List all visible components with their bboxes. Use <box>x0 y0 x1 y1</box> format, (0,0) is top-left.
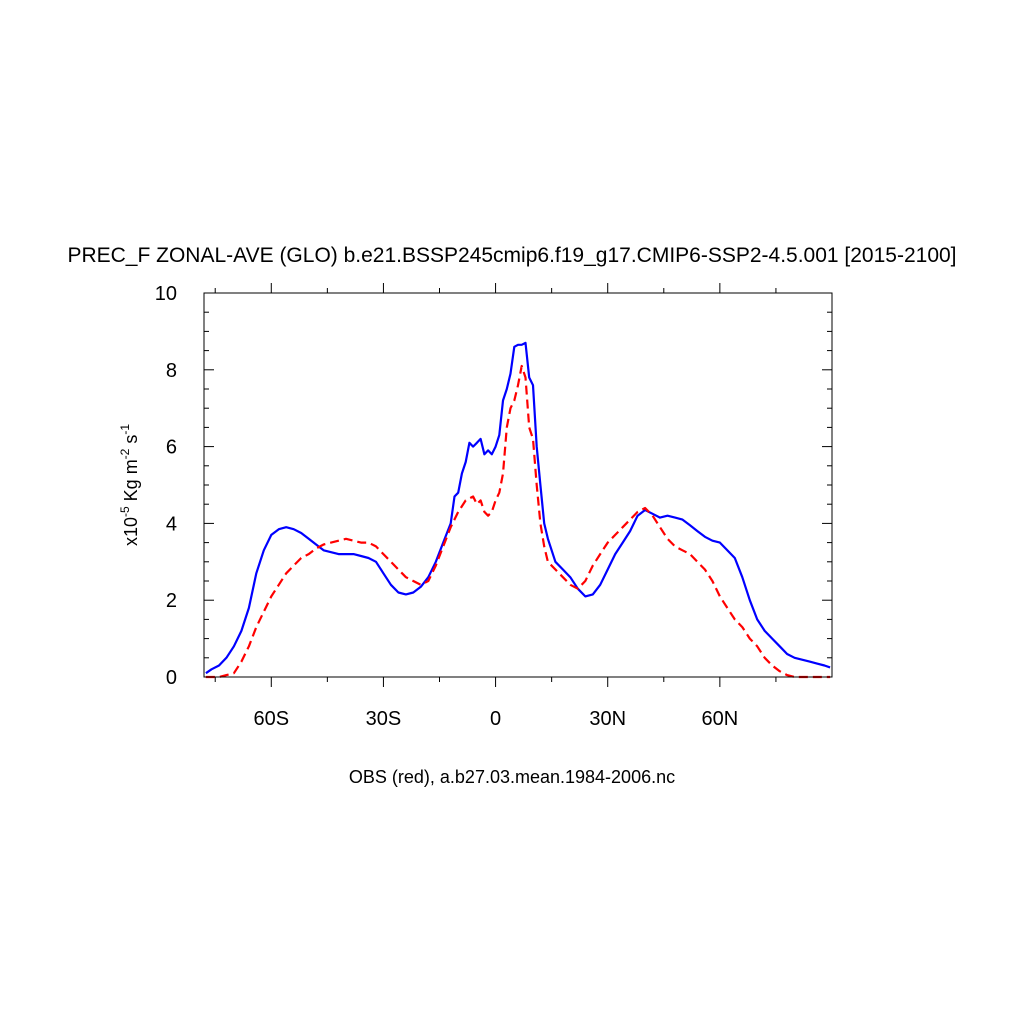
y-tick-label: 10 <box>155 283 177 305</box>
chart-title: PREC_F ZONAL-AVE (GLO) b.e21.BSSP245cmip… <box>67 244 956 267</box>
series-line-obs <box>205 364 831 679</box>
y-axis-label-units-a: Kg m <box>121 459 141 506</box>
x-tick-label: 60N <box>702 708 739 730</box>
x-tick-label: 60S <box>253 708 289 730</box>
y-axis-label: x10-5 Kg m-2 s-1 <box>118 424 141 546</box>
plot-frame <box>203 292 833 678</box>
y-tick-label: 2 <box>166 590 177 612</box>
x-tick-label: 0 <box>490 708 501 730</box>
x-tick-label: 30N <box>589 708 626 730</box>
axis-ticks <box>204 283 832 687</box>
y-tick-label: 6 <box>166 437 177 459</box>
y-tick-label: 4 <box>166 513 177 535</box>
svg-text:x10-5 Kg m-2 s-1: x10-5 Kg m-2 s-1 <box>118 424 141 546</box>
y-tick-label: 8 <box>166 360 177 382</box>
x-tick-label: 30S <box>366 708 402 730</box>
y-axis-label-units-b: s <box>121 435 141 449</box>
series-lines <box>205 341 831 679</box>
y-axis-label-exponent-2: -2 <box>118 448 132 459</box>
axis-tick-labels: 0 2 4 6 8 10 60S 30S 0 30N 60N <box>155 283 738 730</box>
y-axis-label-exponent-3: -1 <box>118 424 132 435</box>
y-axis-label-exponent: -5 <box>118 506 132 517</box>
y-axis-label-prefix: x10 <box>121 517 141 546</box>
x-axis-caption: OBS (red), a.b27.03.mean.1984-2006.nc <box>349 767 675 787</box>
series-line-model <box>205 341 831 675</box>
y-tick-label: 0 <box>166 667 177 689</box>
